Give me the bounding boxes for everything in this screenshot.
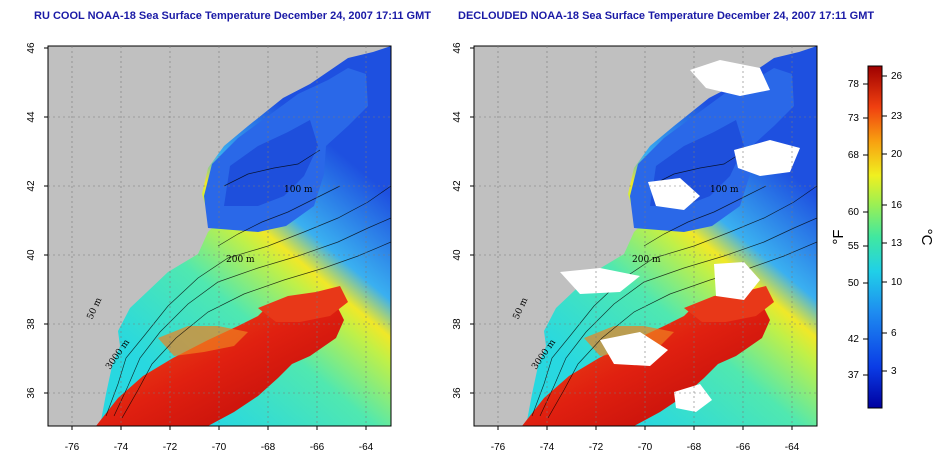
right-lat-tick: 38 <box>452 318 463 330</box>
right-lon-tick: -66 <box>736 442 751 453</box>
left-contour-200m: 200 m <box>226 255 255 265</box>
right-lon-tick: -74 <box>540 442 555 453</box>
colorbar-f-tick: 37 <box>848 370 860 381</box>
right-map: 100 m 200 m 50 m 3000 m -76 -74 -72 -70 … <box>452 42 818 453</box>
left-lat-tick: 46 <box>26 42 37 54</box>
colorbar: 78 73 68 60 55 50 42 37 26 23 20 16 13 1… <box>830 65 935 409</box>
colorbar-f-unit: °F <box>830 229 847 244</box>
right-lon-tick: -64 <box>785 442 800 453</box>
left-map: 100 m 200 m 50 m 3000 m -76 -74 -72 -70 … <box>26 42 392 453</box>
right-lat-tick: 36 <box>452 387 463 399</box>
colorbar-f-tick: 55 <box>848 241 860 252</box>
right-map-title: DECLOUDED NOAA-18 Sea Surface Temperatur… <box>458 10 875 22</box>
right-lat-tick: 46 <box>452 42 463 54</box>
colorbar-f-tick: 50 <box>848 278 860 289</box>
right-contour-200m: 200 m <box>632 255 661 265</box>
left-lon-tick: -76 <box>65 442 80 453</box>
colorbar-f-tick: 68 <box>848 150 860 161</box>
left-map-title: RU COOL NOAA-18 Sea Surface Temperature … <box>34 10 431 22</box>
colorbar-c-tick: 10 <box>891 277 903 288</box>
right-lon-tick: -68 <box>687 442 702 453</box>
right-lon-tick: -76 <box>491 442 506 453</box>
left-lon-tick: -72 <box>163 442 178 453</box>
left-lat-tick: 36 <box>26 387 37 399</box>
left-lat-tick: 38 <box>26 318 37 330</box>
left-lon-tick: -68 <box>261 442 276 453</box>
left-lon-tick: -70 <box>212 442 227 453</box>
colorbar-c-unit: °C <box>918 229 935 246</box>
left-lon-tick: -64 <box>359 442 374 453</box>
left-lat-tick: 40 <box>26 249 37 261</box>
colorbar-c-tick: 6 <box>891 328 897 339</box>
colorbar-f-tick: 42 <box>848 334 860 345</box>
right-lat-tick: 44 <box>452 111 463 123</box>
left-lat-tick: 42 <box>26 180 37 192</box>
colorbar-f-tick: 73 <box>848 113 860 124</box>
colorbar-gradient <box>867 65 883 409</box>
colorbar-c-tick: 13 <box>891 238 903 249</box>
left-contour-100m: 100 m <box>284 185 313 195</box>
colorbar-f-tick: 60 <box>848 207 860 218</box>
colorbar-c-tick: 16 <box>891 200 903 211</box>
colorbar-c-tick: 26 <box>891 71 903 82</box>
right-contour-100m: 100 m <box>710 185 739 195</box>
right-lon-tick: -70 <box>638 442 653 453</box>
right-lat-tick: 40 <box>452 249 463 261</box>
colorbar-c-tick: 23 <box>891 111 903 122</box>
colorbar-c-tick: 3 <box>891 366 897 377</box>
left-lon-tick: -66 <box>310 442 325 453</box>
right-lat-tick: 42 <box>452 180 463 192</box>
colorbar-c-tick: 20 <box>891 149 903 160</box>
left-lat-tick: 44 <box>26 111 37 123</box>
left-lon-tick: -74 <box>114 442 129 453</box>
right-lon-tick: -72 <box>589 442 604 453</box>
colorbar-f-tick: 78 <box>848 79 860 90</box>
